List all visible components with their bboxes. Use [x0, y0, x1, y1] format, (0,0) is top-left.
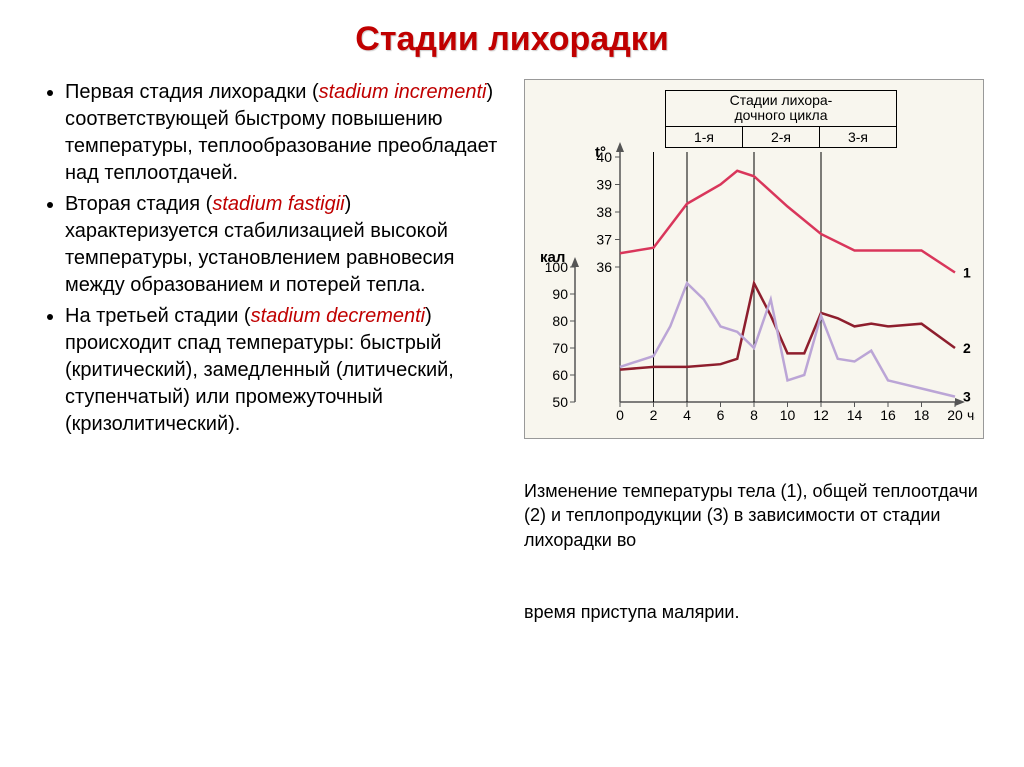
bullet-item: На третьей стадии (stadium decrementi) п…	[65, 303, 504, 438]
svg-text:39: 39	[596, 177, 612, 193]
svg-text:14: 14	[847, 407, 863, 423]
svg-text:3: 3	[963, 389, 971, 405]
bullet-item: Первая стадия лихорадки (stadium increme…	[65, 79, 504, 187]
svg-text:16: 16	[880, 407, 896, 423]
svg-text:0: 0	[616, 407, 624, 423]
svg-text:36: 36	[596, 259, 612, 275]
bullet-item: Вторая стадия (stadium fastigii) характе…	[65, 191, 504, 299]
chart-column: Стадии лихора-дочного цикла 1-я2-я3-я t°…	[524, 79, 984, 623]
svg-text:10: 10	[780, 407, 796, 423]
svg-text:6: 6	[717, 407, 725, 423]
svg-text:80: 80	[552, 313, 568, 329]
chart-caption: Изменение температуры тела (1), общей те…	[524, 479, 984, 552]
svg-text:50: 50	[552, 394, 568, 410]
chart-caption-2: время приступа малярии.	[524, 602, 984, 623]
svg-text:60: 60	[552, 367, 568, 383]
svg-text:час: час	[967, 407, 975, 423]
svg-text:12: 12	[813, 407, 829, 423]
svg-text:18: 18	[914, 407, 930, 423]
svg-text:20: 20	[947, 407, 963, 423]
chart-stage-header: Стадии лихора-дочного цикла 1-я2-я3-я	[665, 90, 897, 148]
svg-text:40: 40	[596, 149, 612, 165]
page-title: Стадии лихорадки	[40, 20, 984, 59]
svg-text:100: 100	[545, 259, 569, 275]
svg-text:2: 2	[650, 407, 658, 423]
svg-text:8: 8	[750, 407, 758, 423]
text-column: Первая стадия лихорадки (stadium increme…	[40, 79, 504, 623]
svg-text:1: 1	[963, 265, 971, 281]
svg-text:38: 38	[596, 204, 612, 220]
svg-text:90: 90	[552, 286, 568, 302]
fever-stages-chart: Стадии лихора-дочного цикла 1-я2-я3-я t°…	[524, 79, 984, 439]
svg-text:70: 70	[552, 340, 568, 356]
svg-text:37: 37	[596, 232, 612, 248]
svg-text:2: 2	[963, 340, 971, 356]
svg-text:4: 4	[683, 407, 691, 423]
